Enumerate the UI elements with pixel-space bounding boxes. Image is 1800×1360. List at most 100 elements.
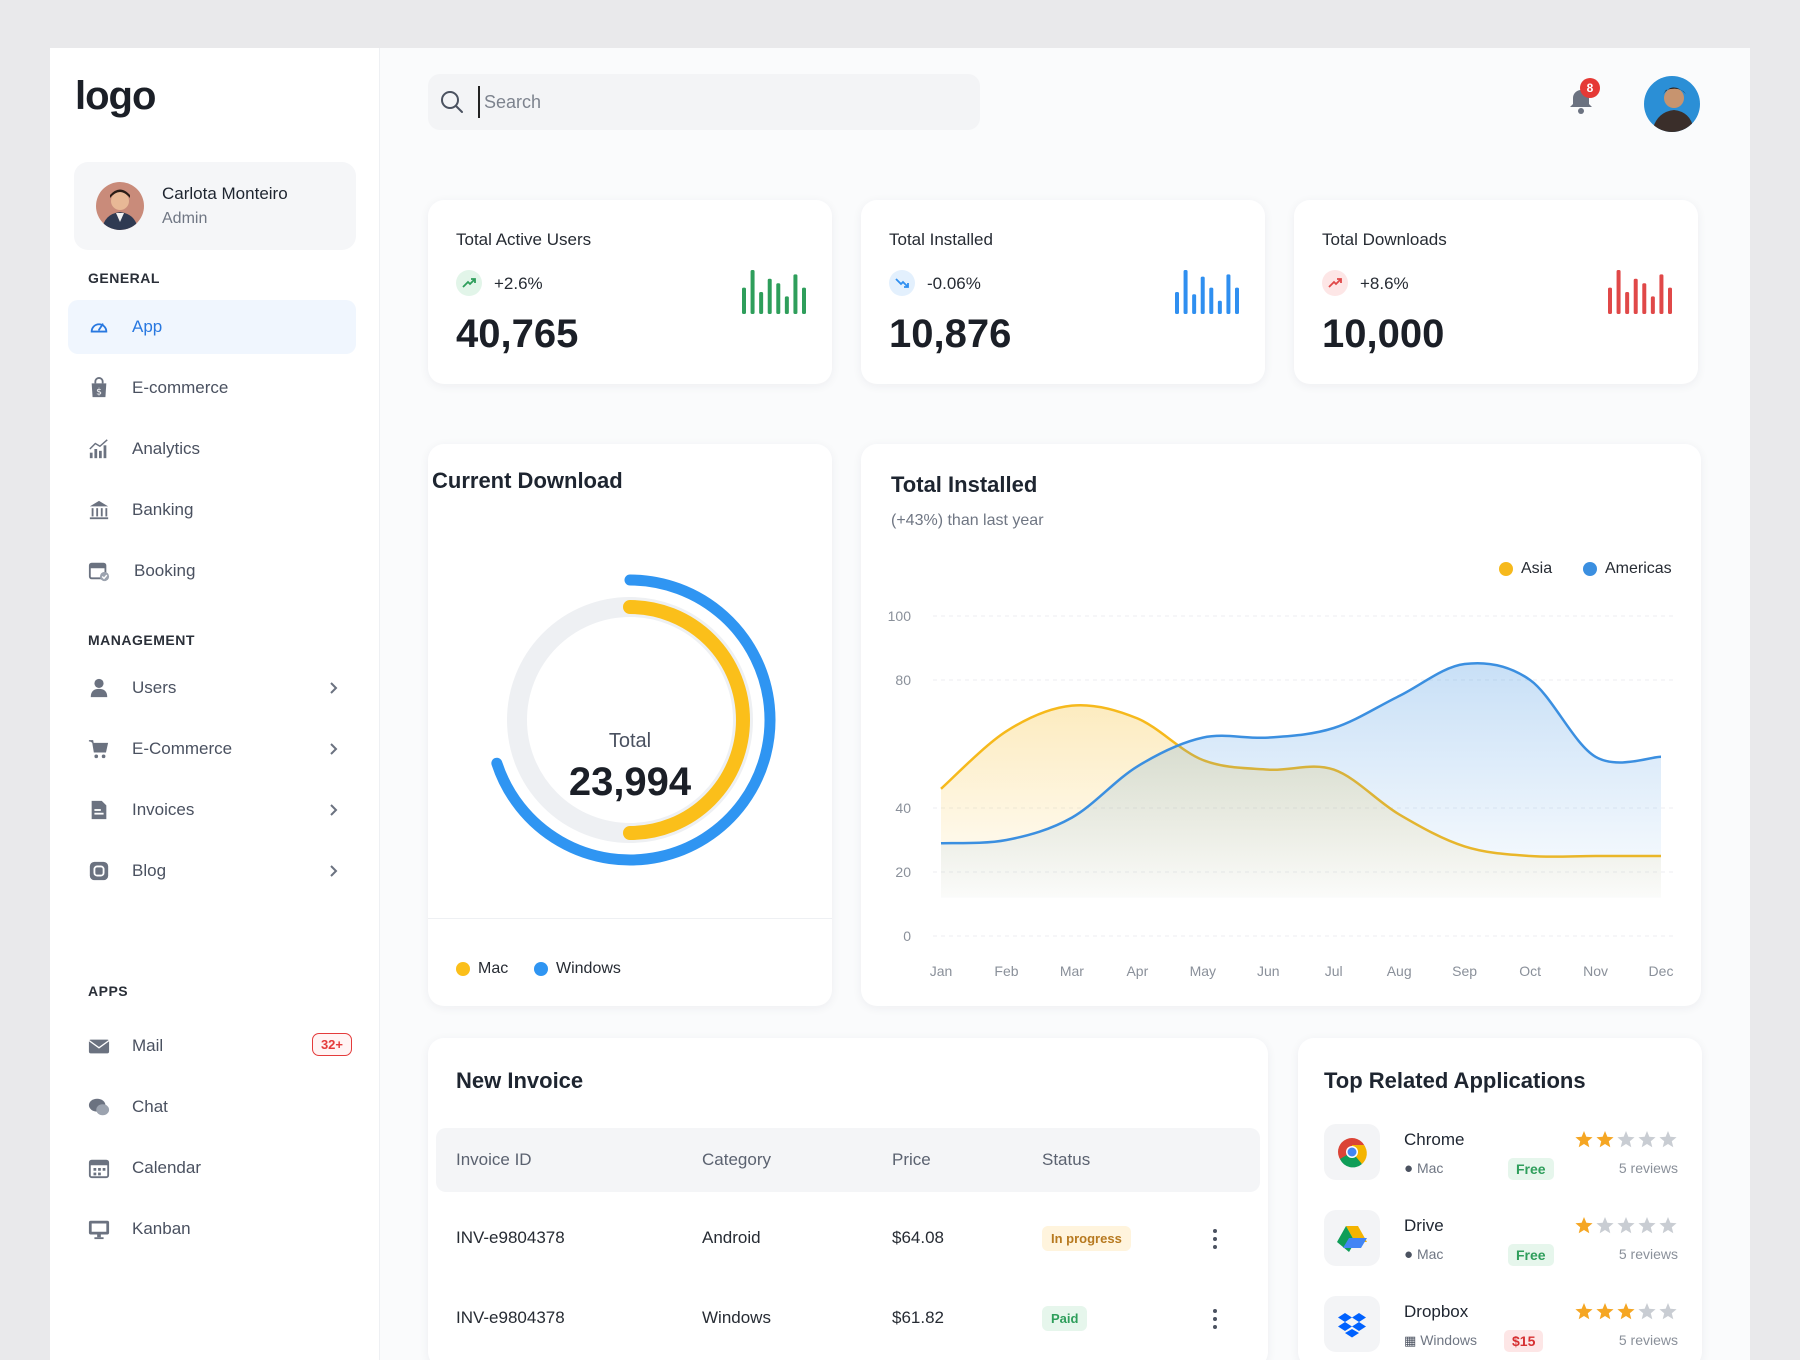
star-rating bbox=[1575, 1303, 1677, 1320]
trend-up-icon bbox=[1322, 270, 1348, 296]
sidebar-item-label: Users bbox=[132, 678, 177, 697]
status-badge: Paid bbox=[1042, 1306, 1088, 1331]
sparkline-bars bbox=[1608, 270, 1672, 314]
x-tick-label: Jun bbox=[1257, 963, 1280, 979]
section-title-management: MANAGEMENT bbox=[88, 632, 195, 648]
blog-icon bbox=[89, 861, 109, 881]
area-chart: 0 20 40 80 100 Jan Feb Mar Apr May Jun Jul Aug Sep Oct… bbox=[888, 608, 1674, 979]
sidebar-item-kanban[interactable]: Kanban bbox=[68, 1202, 356, 1256]
search-bar[interactable] bbox=[428, 74, 980, 130]
legend-dot bbox=[1499, 561, 1513, 576]
app-os: ● Mac bbox=[1404, 1160, 1443, 1177]
x-tick-label: Sep bbox=[1452, 963, 1477, 979]
bank-icon bbox=[89, 500, 109, 520]
legend-windows[interactable]: Windows bbox=[534, 960, 621, 978]
star-icon bbox=[1596, 1131, 1614, 1148]
x-tick-label: Jul bbox=[1325, 963, 1343, 979]
series-area bbox=[941, 663, 1661, 898]
sidebar-item-label: Analytics bbox=[132, 439, 201, 458]
user-card[interactable]: Carlota Monteiro Admin bbox=[74, 162, 356, 250]
search-input[interactable] bbox=[478, 86, 958, 118]
app-os-label: Mac bbox=[1416, 1160, 1444, 1176]
x-tick-label: Feb bbox=[994, 963, 1018, 979]
sidebar-item-ecommerce[interactable]: $ E-commerce bbox=[68, 361, 356, 415]
donut-chart bbox=[491, 574, 776, 866]
stat-card-active-users: Total Active Users +2.6% 40,765 bbox=[428, 200, 832, 384]
donut-segment-mac bbox=[623, 600, 750, 840]
stat-title: Total Installed bbox=[889, 230, 993, 249]
spark-bar bbox=[1633, 278, 1638, 314]
spark-bar bbox=[742, 287, 746, 314]
star-icon bbox=[1596, 1217, 1614, 1234]
card-title: Top Related Applications bbox=[1324, 1068, 1586, 1093]
sidebar-item-label: Invoices bbox=[132, 800, 195, 819]
cart-icon bbox=[88, 740, 109, 759]
trend-down-icon bbox=[889, 270, 915, 296]
chart-subtitle: (+43%) than last year bbox=[891, 512, 1044, 529]
app-os-label: Windows bbox=[1420, 1332, 1477, 1348]
sidebar-item-analytics[interactable]: Analytics bbox=[68, 422, 356, 476]
x-tick-label: Oct bbox=[1519, 963, 1541, 979]
spark-bar bbox=[1625, 292, 1630, 314]
sidebar-item-e-commerce[interactable]: E-Commerce bbox=[68, 722, 356, 776]
app-name: Dropbox bbox=[1404, 1302, 1469, 1321]
donut-segment-windows bbox=[491, 574, 776, 866]
legend-americas[interactable]: Americas bbox=[1583, 560, 1672, 578]
series-line bbox=[940, 661, 1662, 845]
sidebar-item-label: E-Commerce bbox=[132, 739, 233, 758]
sidebar-item-blog[interactable]: Blog bbox=[68, 844, 356, 898]
spark-bar bbox=[1642, 283, 1647, 314]
invoice-category: Android bbox=[702, 1228, 761, 1247]
sidebar-item-booking[interactable]: Booking bbox=[68, 544, 356, 598]
x-tick-label: Nov bbox=[1583, 963, 1608, 979]
chevron-right-icon bbox=[330, 743, 338, 755]
chat-icon bbox=[88, 1098, 110, 1116]
sidebar-item-mail[interactable]: Mail 32+ bbox=[68, 1019, 356, 1073]
star-icon bbox=[1659, 1131, 1677, 1148]
spark-bar bbox=[1200, 276, 1205, 314]
star-icon bbox=[1617, 1131, 1635, 1148]
stat-change: +2.6% bbox=[494, 274, 543, 293]
svg-text:$: $ bbox=[96, 386, 102, 397]
x-tick-label: Aug bbox=[1387, 963, 1412, 979]
legend-asia[interactable]: Asia bbox=[1499, 560, 1552, 578]
sidebar-item-app[interactable]: App bbox=[68, 300, 356, 354]
donut-total-value: 23,994 bbox=[568, 760, 692, 804]
sparkline-bars bbox=[1175, 270, 1239, 314]
spark-bar bbox=[793, 274, 798, 314]
calendar-icon bbox=[88, 1159, 110, 1179]
star-icon bbox=[1575, 1217, 1593, 1234]
sidebar-item-chat[interactable]: Chat bbox=[68, 1080, 356, 1134]
sidebar-item-label: Booking bbox=[134, 561, 196, 580]
sidebar-item-label: Calendar bbox=[132, 1158, 201, 1177]
trend-up-icon bbox=[456, 270, 482, 296]
legend-mac[interactable]: Mac bbox=[456, 960, 508, 978]
search-icon bbox=[441, 91, 463, 113]
y-tick-label: 100 bbox=[888, 608, 912, 624]
sidebar-item-banking[interactable]: Banking bbox=[68, 483, 356, 537]
spark-bar bbox=[802, 287, 806, 314]
star-rating bbox=[1575, 1217, 1677, 1234]
table-header: Invoice ID Category Price Status bbox=[436, 1128, 1260, 1192]
app-name: Drive bbox=[1404, 1216, 1444, 1235]
stat-value: 40,765 bbox=[456, 312, 579, 356]
sidebar-item-users[interactable]: Users bbox=[68, 661, 356, 715]
legend-dot bbox=[456, 961, 470, 976]
sidebar-item-invoices[interactable]: Invoices bbox=[68, 783, 356, 837]
spark-bar bbox=[767, 278, 772, 314]
x-tick-label: Dec bbox=[1649, 963, 1674, 979]
column-header: Invoice ID bbox=[456, 1150, 532, 1169]
column-header: Price bbox=[892, 1150, 931, 1169]
sidebar-item-calendar[interactable]: Calendar bbox=[68, 1141, 356, 1195]
avatar[interactable] bbox=[1644, 76, 1700, 132]
more-vertical-icon[interactable] bbox=[1210, 1228, 1220, 1250]
stat-value: 10,876 bbox=[889, 312, 1012, 356]
invoice-icon bbox=[91, 800, 107, 820]
logo[interactable]: logo bbox=[75, 74, 156, 118]
windows-icon: ▦ bbox=[1404, 1333, 1417, 1348]
more-vertical-icon[interactable] bbox=[1210, 1308, 1220, 1330]
user-name: Carlota Monteiro bbox=[162, 184, 288, 203]
star-icon bbox=[1638, 1131, 1656, 1148]
app-frame: logo Carlota Monteiro Admin GENERAL App … bbox=[50, 48, 1750, 1360]
app-name: Chrome bbox=[1404, 1130, 1465, 1149]
